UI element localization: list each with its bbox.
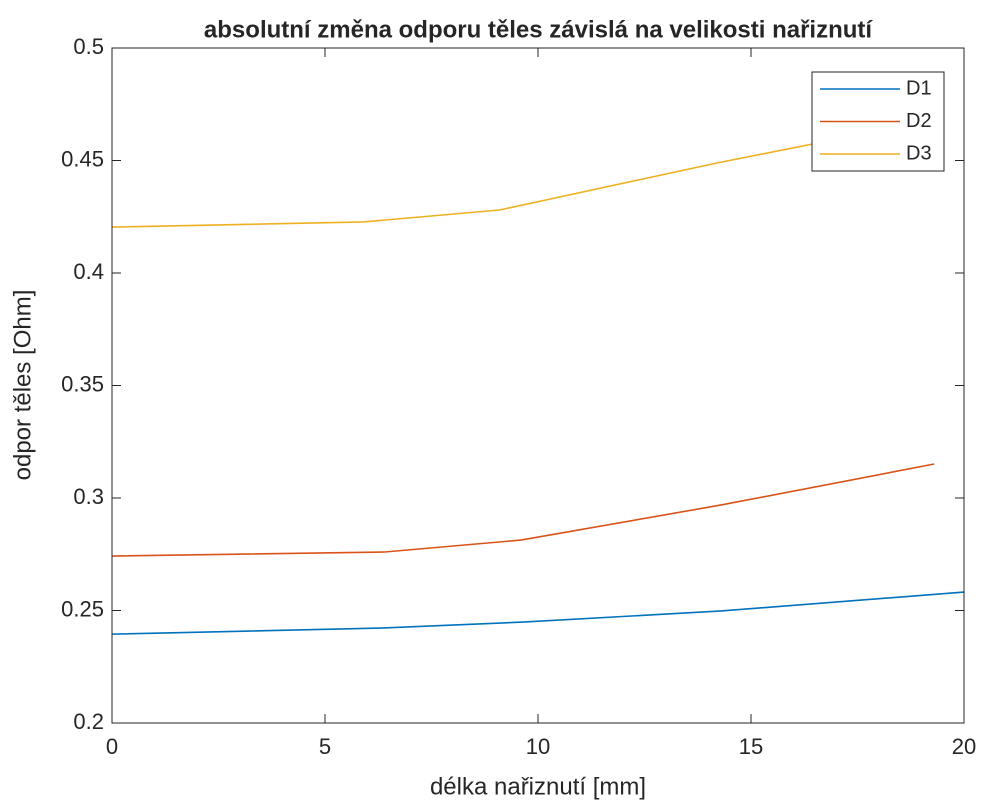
y-axis-label: odpor těles [Ohm] — [9, 290, 36, 481]
x-tick-label: 5 — [319, 734, 331, 759]
line — [111, 591, 965, 635]
x-tick-label: 15 — [739, 734, 763, 759]
legend-label: D3 — [906, 142, 932, 164]
legend-label: D2 — [906, 110, 932, 132]
line — [111, 119, 935, 228]
y-tick-label: 0.45 — [61, 146, 104, 171]
y-tick-label: 0.2 — [73, 709, 104, 734]
y-tick-label: 0.5 — [73, 34, 104, 59]
y-tick-label: 0.4 — [73, 259, 104, 284]
x-tick-label: 10 — [526, 734, 550, 759]
line — [111, 463, 935, 557]
x-tick-label: 20 — [952, 734, 976, 759]
y-tick-label: 0.3 — [73, 484, 104, 509]
y-tick-label: 0.35 — [61, 371, 104, 396]
chart-title: absolutní změna odporu těles závislá na … — [204, 16, 873, 43]
x-tick-label: 0 — [106, 734, 118, 759]
y-tick-label: 0.25 — [61, 596, 104, 621]
x-axis-label: délka nařiznutí [mm] — [430, 773, 646, 800]
legend-label: D1 — [906, 77, 932, 99]
